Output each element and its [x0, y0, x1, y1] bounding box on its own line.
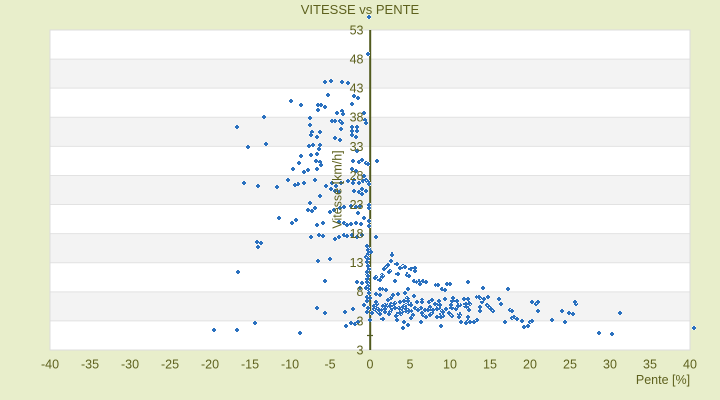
svg-text:-30: -30 — [121, 358, 139, 372]
svg-text:38: 38 — [350, 111, 364, 125]
svg-text:-5: -5 — [324, 358, 335, 372]
svg-text:48: 48 — [350, 52, 364, 66]
svg-text:3: 3 — [357, 314, 364, 328]
svg-text:VITESSE vs PENTE: VITESSE vs PENTE — [301, 2, 420, 17]
svg-text:30: 30 — [603, 358, 617, 372]
svg-text:18: 18 — [350, 227, 364, 241]
svg-text:25: 25 — [563, 358, 577, 372]
svg-text:53: 53 — [350, 23, 364, 37]
svg-text:33: 33 — [350, 140, 364, 154]
svg-text:13: 13 — [350, 256, 364, 270]
svg-text:0: 0 — [367, 358, 374, 372]
svg-text:23: 23 — [350, 198, 364, 212]
svg-text:35: 35 — [643, 358, 657, 372]
svg-text:43: 43 — [350, 82, 364, 96]
svg-text:8: 8 — [357, 285, 364, 299]
svg-text:28: 28 — [350, 169, 364, 183]
svg-text:-15: -15 — [241, 358, 259, 372]
svg-text:5: 5 — [407, 358, 414, 372]
svg-text:Pente [%]: Pente [%] — [636, 373, 690, 387]
svg-text:40: 40 — [683, 358, 697, 372]
svg-text:-35: -35 — [81, 358, 99, 372]
svg-text:3: 3 — [357, 343, 364, 357]
svg-text:-10: -10 — [281, 358, 299, 372]
svg-text:-40: -40 — [41, 358, 59, 372]
svg-text:20: 20 — [523, 358, 537, 372]
svg-text:10: 10 — [443, 358, 457, 372]
svg-text:Vitesse [km/h]: Vitesse [km/h] — [331, 150, 345, 228]
svg-text:-20: -20 — [201, 358, 219, 372]
svg-text:15: 15 — [483, 358, 497, 372]
svg-text:-25: -25 — [161, 358, 179, 372]
